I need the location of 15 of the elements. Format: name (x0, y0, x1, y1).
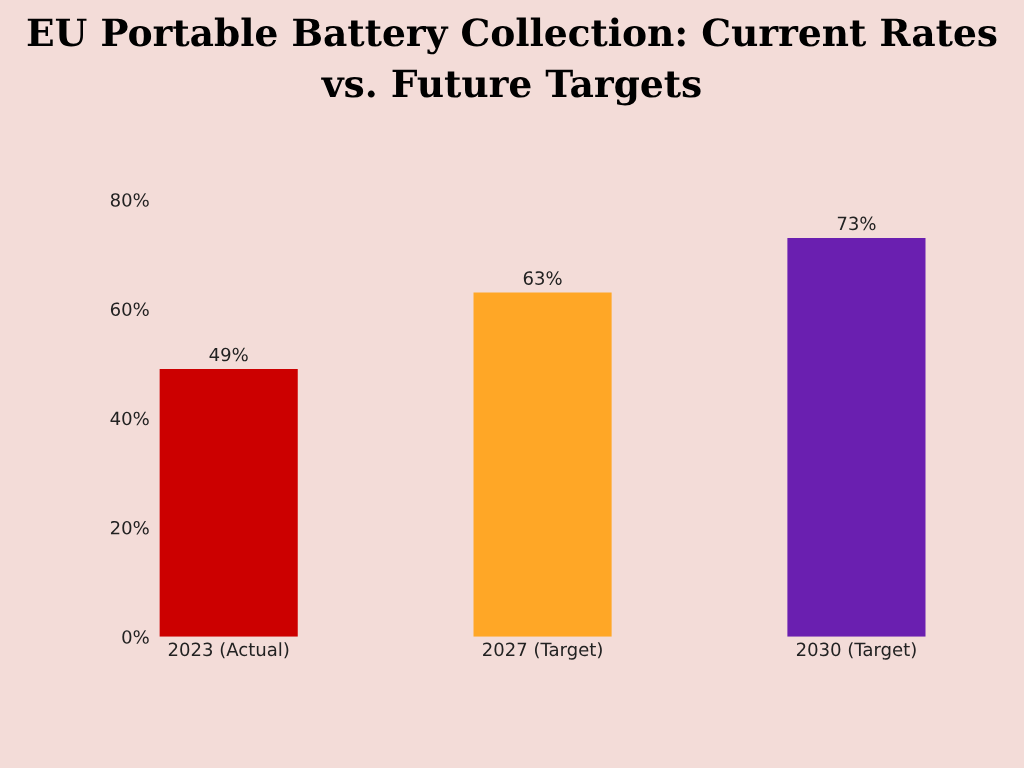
data-label: 73% (837, 216, 876, 231)
bar (159, 369, 298, 637)
chart-title: EU Portable Battery Collection: Current Rates vs. Future Targets (27, 17, 997, 106)
y-tick-label: 60% (110, 302, 149, 317)
y-tick-label: 80% (110, 193, 149, 207)
x-tick-label: 2030 (Target) (796, 642, 916, 660)
x-tick-label: 2027 (Target) (483, 642, 602, 660)
bar (787, 237, 926, 637)
y-tick-label: 20% (110, 520, 149, 535)
y-tick-label: 0% (122, 630, 149, 644)
x-tick-label: 2023 (Actual) (168, 642, 289, 659)
bar (473, 292, 612, 637)
data-label: 63% (523, 271, 562, 285)
data-label: 49% (209, 347, 248, 362)
y-tick-label: 40% (110, 411, 149, 426)
